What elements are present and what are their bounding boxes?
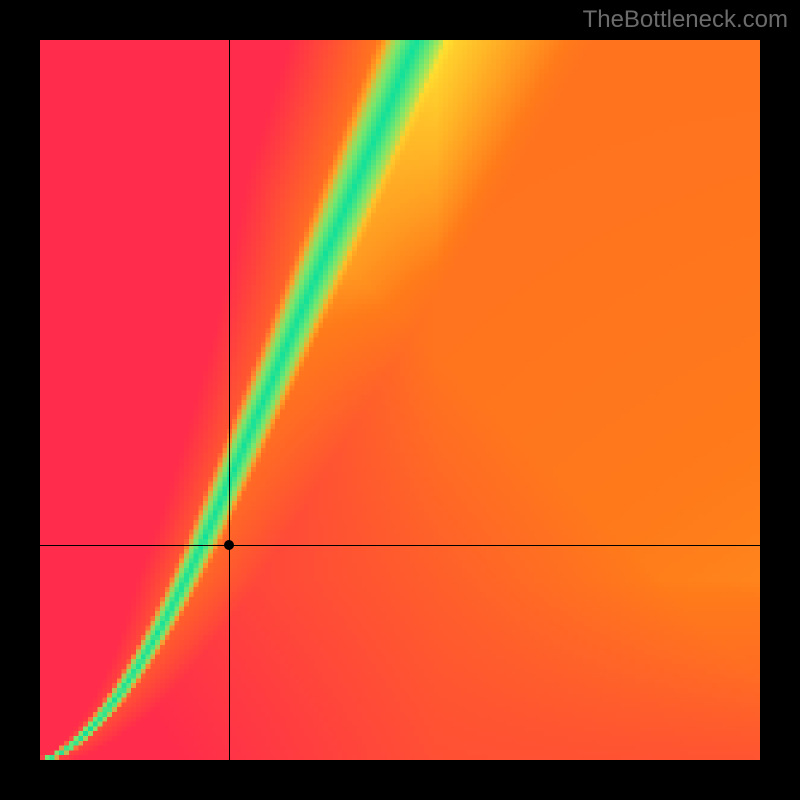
plot-frame <box>40 40 760 760</box>
heatmap-canvas <box>40 40 760 760</box>
crosshair-horizontal <box>40 545 760 546</box>
heatmap-area <box>40 40 760 760</box>
crosshair-vertical <box>229 40 230 760</box>
marker-dot <box>224 540 234 550</box>
watermark-text: TheBottleneck.com <box>583 6 788 34</box>
